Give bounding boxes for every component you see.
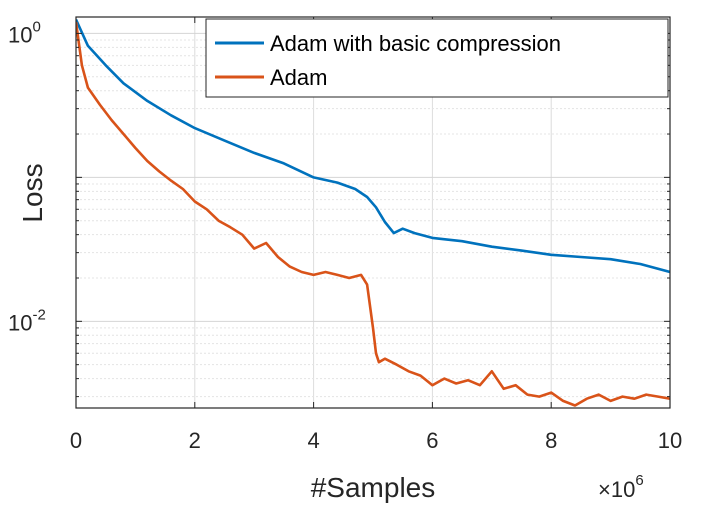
y-tick-label: 10-2 xyxy=(8,306,46,335)
legend: Adam with basic compression Adam xyxy=(205,18,669,98)
x-axis-multiplier: ×106 xyxy=(598,472,644,502)
series-line-0 xyxy=(76,18,670,274)
legend-label-adam-basic-compression: Adam with basic compression xyxy=(270,31,561,56)
x-tick-label: 6 xyxy=(426,428,438,453)
x-multiplier-exponent: 6 xyxy=(635,472,643,489)
y-tick-exponent: -2 xyxy=(32,306,45,323)
y-tick-exponent: 0 xyxy=(32,18,40,35)
series-line-1 xyxy=(76,21,670,407)
x-tick-label: 2 xyxy=(189,428,201,453)
x-tick-label: 4 xyxy=(307,428,319,453)
y-axis-label: Loss xyxy=(17,163,48,222)
x-tick-label: 0 xyxy=(70,428,82,453)
y-tick-label: 100 xyxy=(8,18,41,47)
x-axis-label: #Samples xyxy=(311,472,436,503)
legend-label-adam: Adam xyxy=(270,65,327,90)
series-lines xyxy=(76,18,670,407)
x-tick-label: 10 xyxy=(658,428,682,453)
y-tick-base: 10 xyxy=(8,310,32,335)
x-multiplier-base: ×10 xyxy=(598,477,635,502)
y-tick-base: 10 xyxy=(8,22,32,47)
plot-frame xyxy=(75,16,671,409)
x-tick-label: 8 xyxy=(545,428,557,453)
legend-box xyxy=(205,18,669,98)
